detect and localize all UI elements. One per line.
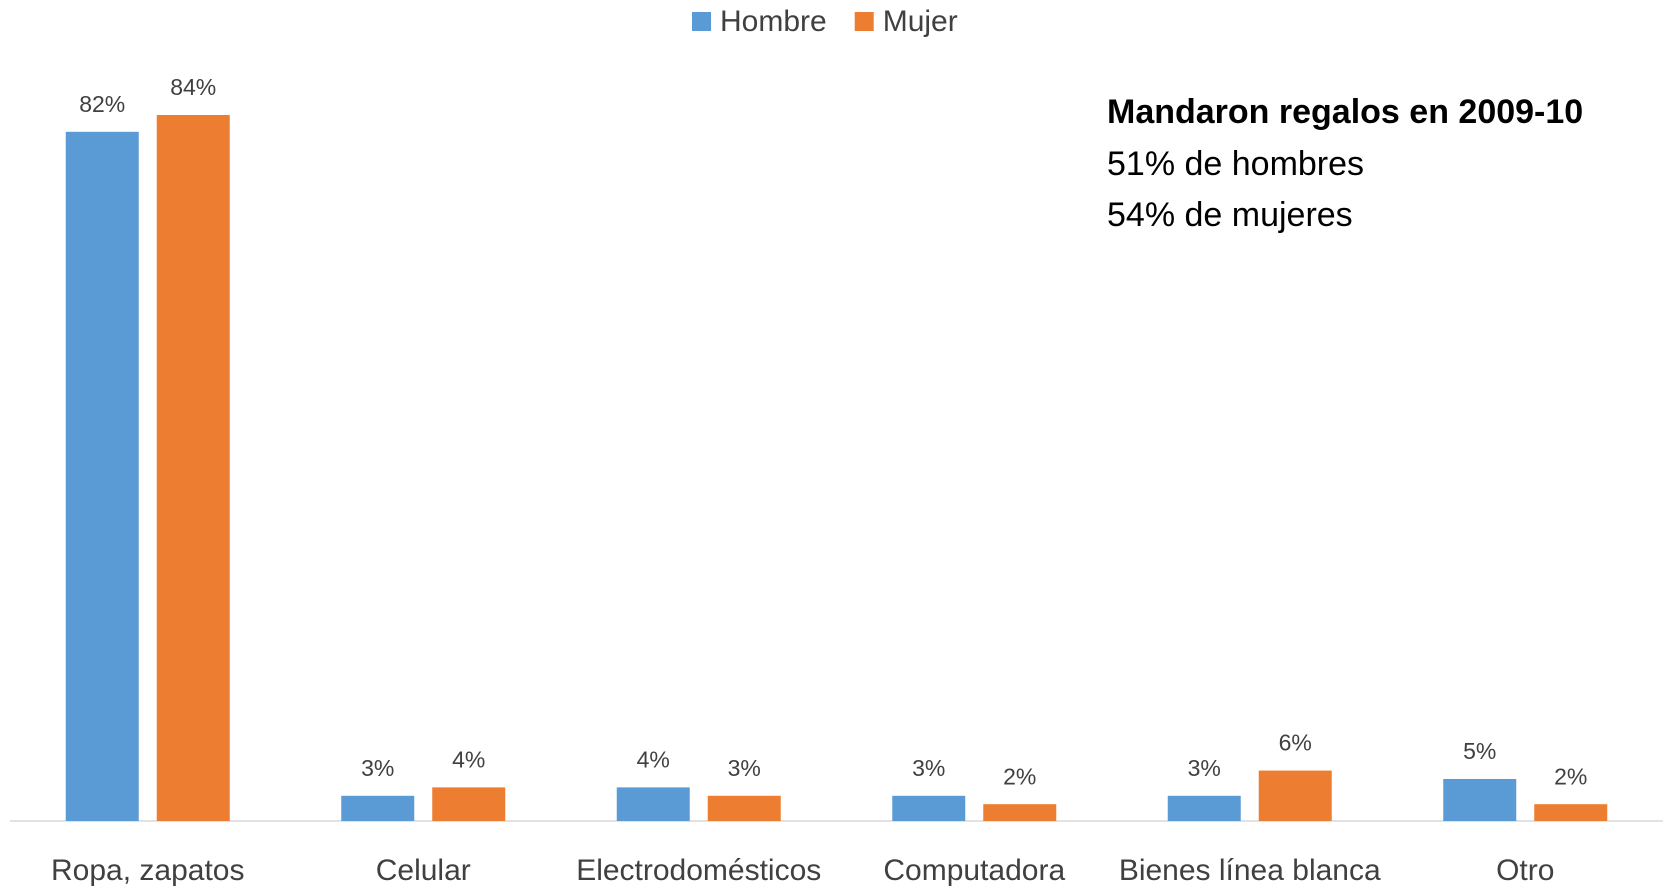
bar: [892, 795, 966, 821]
value-label: 3%: [728, 755, 761, 781]
value-label: 84%: [170, 74, 216, 100]
x-tick-label: Otro: [1496, 854, 1554, 887]
value-label: 5%: [1463, 738, 1496, 764]
legend-label: Mujer: [883, 5, 958, 38]
bar: [1534, 804, 1608, 821]
x-tick-label: Ropa, zapatos: [51, 854, 244, 887]
x-tick-label: Computadora: [883, 854, 1065, 887]
bar: [341, 795, 415, 821]
legend-label: Hombre: [720, 5, 827, 38]
bar: [1167, 795, 1241, 821]
x-tick-label: Electrodomésticos: [576, 854, 821, 887]
legend-swatch: [854, 12, 874, 31]
x-tick-label: Bienes línea blanca: [1119, 854, 1381, 887]
value-label: 3%: [1188, 755, 1221, 781]
value-label: 3%: [361, 755, 394, 781]
bar: [432, 787, 506, 821]
value-label: 3%: [912, 755, 945, 781]
legend-swatch: [692, 12, 711, 31]
bar: [707, 795, 781, 821]
annotation-line: 54% de mujeres: [1107, 196, 1353, 234]
value-label: 82%: [79, 91, 125, 117]
value-label: 2%: [1554, 763, 1587, 789]
bar: [156, 115, 230, 821]
bar: [616, 787, 690, 821]
annotation-line: 51% de hombres: [1107, 145, 1364, 183]
value-label: 2%: [1003, 763, 1036, 789]
bar: [1443, 778, 1517, 821]
x-tick-label: Celular: [376, 854, 471, 887]
value-label: 4%: [637, 746, 670, 772]
bar: [65, 131, 139, 822]
value-label: 6%: [1279, 730, 1312, 756]
annotation-title: Mandaron regalos en 2009-10: [1107, 93, 1583, 131]
bar: [1258, 770, 1332, 821]
value-label: 4%: [452, 746, 485, 772]
bar: [983, 804, 1057, 821]
